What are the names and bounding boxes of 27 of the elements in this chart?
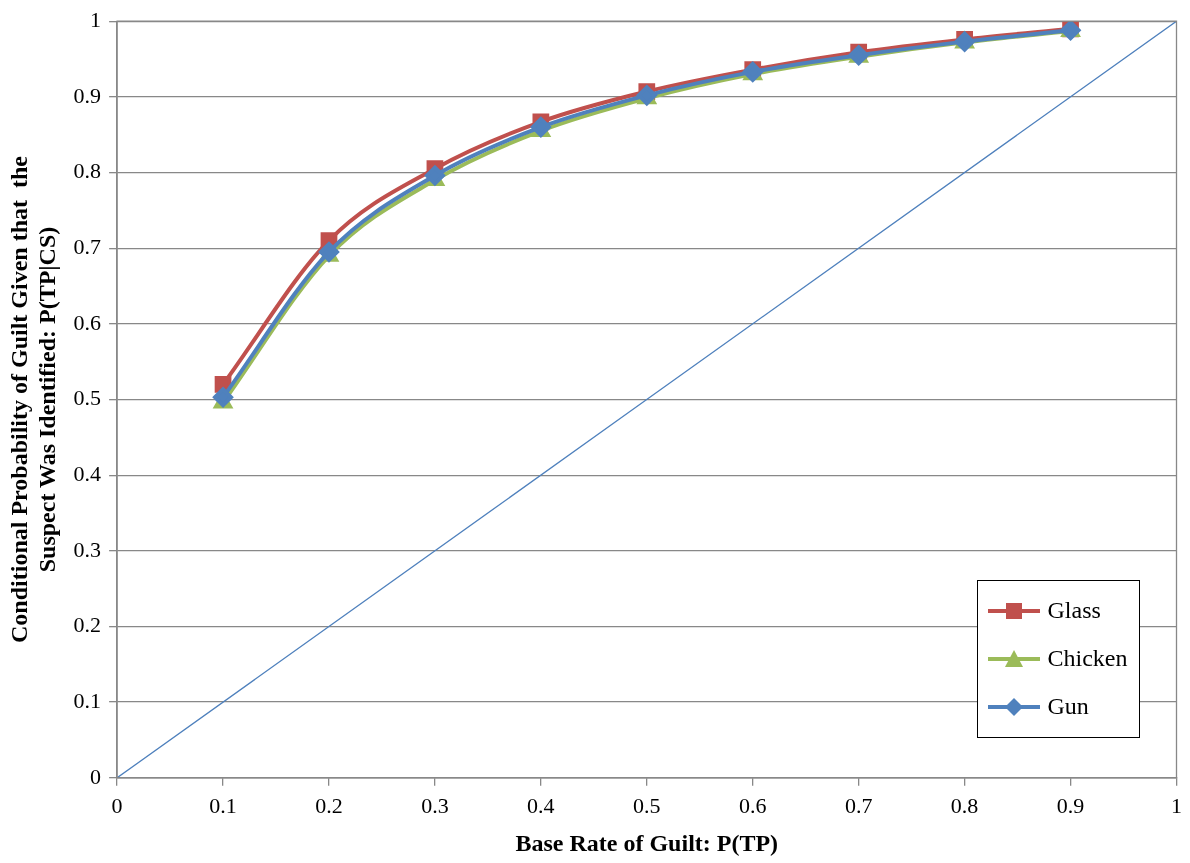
y-tick-label: 0.4 bbox=[73, 460, 102, 486]
x-axis-title: Base Rate of Guilt: P(TP) bbox=[515, 829, 779, 856]
y-tick-label: 0.8 bbox=[73, 158, 102, 184]
y-tick-label: 0.1 bbox=[73, 687, 102, 713]
x-tick-label: 1 bbox=[1171, 792, 1182, 818]
x-tick-label: 0.3 bbox=[421, 792, 449, 818]
x-tick-label: 0.6 bbox=[738, 792, 767, 818]
x-tick-label: 0.4 bbox=[527, 792, 555, 818]
y-tick-label: 0.7 bbox=[73, 233, 102, 259]
x-tick-label: 0.2 bbox=[315, 792, 343, 818]
legend-label: Glass bbox=[1047, 597, 1101, 625]
y-tick-label: 0.2 bbox=[73, 612, 102, 638]
y-tick-label: 0 bbox=[90, 763, 102, 789]
y-tick-label: 0.5 bbox=[73, 385, 102, 411]
y-tick-label: 0.6 bbox=[73, 309, 102, 335]
x-tick-label: 0.7 bbox=[844, 792, 873, 818]
x-tick-label: 0.5 bbox=[633, 792, 661, 818]
x-tick-label: 0.9 bbox=[1056, 792, 1085, 818]
x-tick-label: 0.8 bbox=[950, 792, 979, 818]
y-tick-label: 1 bbox=[90, 6, 102, 32]
y-tick-label: 0.3 bbox=[73, 536, 102, 562]
y-tick-label: 0.9 bbox=[73, 82, 102, 108]
y-axis-title: Conditional Probability of Guilt Given that the Suspect Was Identified: P(TP|CS) bbox=[5, 155, 61, 643]
legend-label: Gun bbox=[1047, 693, 1089, 721]
legend-label: Chicken bbox=[1047, 645, 1128, 673]
x-tick-label: 0 bbox=[111, 792, 123, 818]
x-tick-label: 0.1 bbox=[209, 792, 237, 818]
